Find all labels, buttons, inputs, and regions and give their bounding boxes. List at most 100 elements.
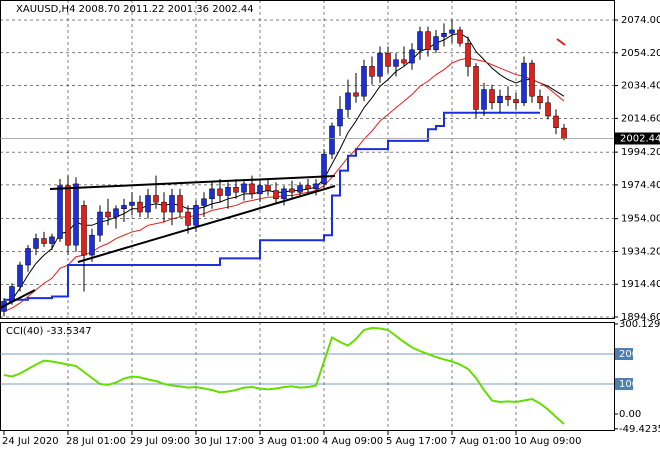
- candle-body: [353, 92, 359, 97]
- trendline-left: [0, 289, 36, 309]
- candle-body: [457, 29, 463, 44]
- candle-body: [329, 125, 335, 155]
- candle-body: [377, 52, 383, 77]
- candle-body: [113, 208, 119, 218]
- candle-body: [489, 89, 495, 104]
- level-label-box: [615, 348, 633, 361]
- y-tick-label: 2074.00: [621, 15, 660, 26]
- candle-body: [473, 66, 479, 110]
- candle-body: [345, 92, 351, 110]
- candle-body: [121, 205, 127, 209]
- candle-body: [425, 31, 431, 51]
- cci-line: [3, 326, 565, 425]
- candle-body: [505, 95, 511, 100]
- candle-body: [313, 183, 319, 190]
- chart-title: XAUUSD,H4 2008.70 2011.22 2001.36 2002.4…: [16, 4, 254, 15]
- last-price-label: 2002.44: [620, 133, 660, 144]
- candle-body: [321, 153, 327, 185]
- candle-body: [513, 99, 519, 104]
- candle-body: [129, 201, 135, 206]
- candle-body: [161, 201, 167, 213]
- candle-body: [521, 62, 527, 104]
- candle-body: [217, 188, 223, 196]
- candle-body: [33, 238, 39, 249]
- cci-title: CCI(40) -33.5347: [6, 326, 92, 337]
- y-tick-label: -49.4235: [619, 424, 660, 435]
- y-tick-label: 1894.60: [621, 312, 660, 323]
- candle-body: [185, 211, 191, 226]
- candle-body: [209, 188, 215, 200]
- candle-body: [17, 264, 23, 287]
- x-tick-label: 10 Aug 09:00: [514, 436, 581, 447]
- candle-body: [529, 62, 535, 97]
- candle-body: [337, 109, 343, 127]
- indicator-line: [4, 111, 540, 301]
- y-tick-label: 100: [619, 379, 638, 390]
- candle-body: [25, 248, 31, 266]
- cci-frame: [0, 322, 615, 431]
- candle-body: [89, 234, 95, 256]
- candle-body: [177, 195, 183, 213]
- trendline-lower: [77, 185, 336, 263]
- candle-body: [281, 188, 287, 200]
- candle-body: [417, 31, 423, 51]
- candle-body: [561, 127, 567, 139]
- candle-body: [289, 188, 295, 193]
- candle-body: [233, 186, 239, 193]
- x-tick-label: 30 Jul 17:00: [194, 436, 254, 447]
- candle-body: [193, 205, 199, 226]
- candle-body: [265, 185, 271, 191]
- candle-body: [497, 95, 503, 104]
- candle-body: [409, 49, 415, 64]
- candle-body: [81, 205, 87, 256]
- y-tick-label: 1934.20: [621, 246, 660, 257]
- y-tick-label: 2034.40: [621, 81, 660, 92]
- candle-body: [241, 183, 247, 193]
- candle-body: [273, 190, 279, 200]
- candle-body: [393, 59, 399, 67]
- candle-body: [449, 29, 455, 34]
- candle-body: [169, 195, 175, 213]
- main-frame: [0, 0, 615, 319]
- candle-body: [385, 52, 391, 67]
- y-tick-label: 1994.20: [621, 147, 660, 158]
- candle-body: [305, 185, 311, 190]
- candle-body: [137, 201, 143, 213]
- candle-body: [369, 66, 375, 77]
- candle-body: [57, 185, 63, 239]
- candle-body: [41, 238, 47, 244]
- y-tick-label: 300.1296: [619, 319, 660, 330]
- candle-body: [49, 236, 55, 244]
- y-tick-label: 200: [619, 349, 638, 360]
- level-label-box: [615, 378, 633, 391]
- candle-body: [225, 186, 231, 196]
- candle-body: [97, 211, 103, 236]
- candle-body: [249, 183, 255, 195]
- candle-body: [433, 36, 439, 51]
- candle-body: [481, 89, 487, 110]
- arrow-mark: [556, 38, 566, 46]
- candle-body: [65, 185, 71, 246]
- x-tick-label: 24 Jul 2020: [2, 436, 59, 447]
- y-tick-label: 1974.40: [621, 180, 660, 191]
- candle-body: [297, 185, 303, 193]
- candle-body: [9, 286, 15, 302]
- candle-body: [153, 195, 159, 203]
- candle-body: [361, 66, 367, 97]
- y-tick-label: 2014.60: [621, 113, 660, 124]
- last-price-box: [615, 132, 660, 145]
- candle-body: [73, 183, 79, 246]
- candle-body: [553, 115, 559, 128]
- candle-body: [105, 211, 111, 218]
- candle-body: [257, 185, 263, 195]
- x-tick-label: 4 Aug 09:00: [322, 436, 383, 447]
- candle-body: [537, 95, 543, 104]
- y-tick-label: 0.00: [619, 409, 641, 420]
- candle-body: [401, 59, 407, 64]
- x-tick-label: 7 Aug 01:00: [450, 436, 511, 447]
- x-tick-label: 29 Jul 09:00: [130, 436, 190, 447]
- trendline-upper: [49, 175, 336, 190]
- candle-body: [441, 33, 447, 37]
